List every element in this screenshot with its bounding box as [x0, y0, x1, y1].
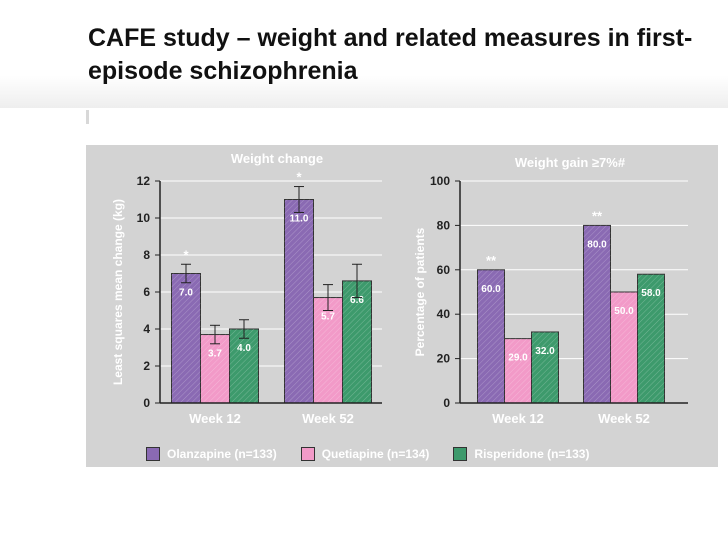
y-tick-label: 4	[143, 322, 150, 336]
legend-item-olanzapine: Olanzapine (n=133)	[146, 447, 277, 461]
chart-title-0: Weight change	[231, 151, 323, 166]
data-label: 11.0	[290, 214, 309, 225]
legend-label-olanzapine: Olanzapine (n=133)	[167, 447, 277, 461]
legend: Olanzapine (n=133) Quetiapine (n=134) Ri…	[146, 446, 613, 462]
x-tick-label: Week 12	[189, 411, 241, 426]
data-label: 32.0	[535, 346, 555, 357]
significance-marker: **	[592, 208, 603, 223]
bar-hatch	[583, 225, 611, 403]
y-tick-label: 20	[437, 352, 451, 366]
data-label: 29.0	[508, 353, 528, 364]
y-tick-label: 8	[143, 248, 150, 262]
legend-swatch-quetiapine	[300, 447, 315, 461]
y-axis-label: Least squares mean change (kg)	[111, 199, 125, 385]
data-label: 5.7	[321, 312, 335, 323]
bar-hatch	[313, 297, 343, 403]
bar-hatch	[610, 292, 638, 403]
bar-hatch	[171, 273, 201, 403]
data-label: 80.0	[587, 239, 607, 250]
y-tick-label: 80	[437, 218, 451, 232]
bar-hatch	[284, 199, 314, 403]
data-label: 6.6	[350, 295, 364, 306]
y-tick-label: 60	[437, 263, 451, 277]
y-tick-label: 0	[443, 396, 450, 410]
data-label: 3.7	[208, 349, 222, 360]
bar-hatch	[229, 329, 259, 403]
data-label: 58.0	[641, 288, 661, 299]
bar-hatch	[342, 280, 372, 403]
significance-marker: *	[296, 170, 302, 185]
chart-title-1: Weight gain ≥7%#	[515, 155, 626, 170]
y-tick-label: 2	[143, 359, 150, 373]
data-label: 4.0	[237, 343, 251, 354]
y-tick-label: 0	[143, 396, 150, 410]
legend-swatch-risperidone	[453, 447, 468, 461]
bar-hatch	[477, 269, 505, 403]
legend-item-risperidone: Risperidone (n=133)	[453, 447, 589, 461]
legend-label-risperidone: Risperidone (n=133)	[474, 447, 590, 461]
bar-hatch	[200, 334, 230, 403]
data-label: 7.0	[179, 288, 193, 299]
y-tick-label: 12	[137, 174, 151, 188]
legend-label-quetiapine: Quetiapine (n=134)	[321, 447, 430, 461]
bar-hatch	[637, 274, 665, 403]
y-tick-label: 100	[430, 174, 450, 188]
bar-hatch	[504, 338, 532, 403]
x-tick-label: Week 12	[492, 411, 544, 426]
y-tick-label: 6	[143, 285, 150, 299]
data-label: 50.0	[614, 306, 634, 317]
bar-hatch	[531, 331, 559, 403]
title-band	[0, 0, 728, 108]
data-label: 60.0	[481, 284, 501, 295]
divider	[86, 110, 89, 124]
significance-marker: *	[183, 247, 189, 262]
legend-swatch-olanzapine	[146, 447, 160, 461]
significance-marker: **	[486, 253, 497, 268]
x-tick-label: Week 52	[598, 411, 650, 426]
slide-title: CAFE study – weight and related measures…	[88, 24, 693, 85]
y-axis-label: Percentage of patients	[413, 227, 427, 356]
x-tick-label: Week 52	[302, 411, 354, 426]
y-tick-label: 10	[137, 211, 151, 225]
y-tick-label: 40	[437, 307, 451, 321]
legend-item-quetiapine: Quetiapine (n=134)	[300, 447, 430, 461]
